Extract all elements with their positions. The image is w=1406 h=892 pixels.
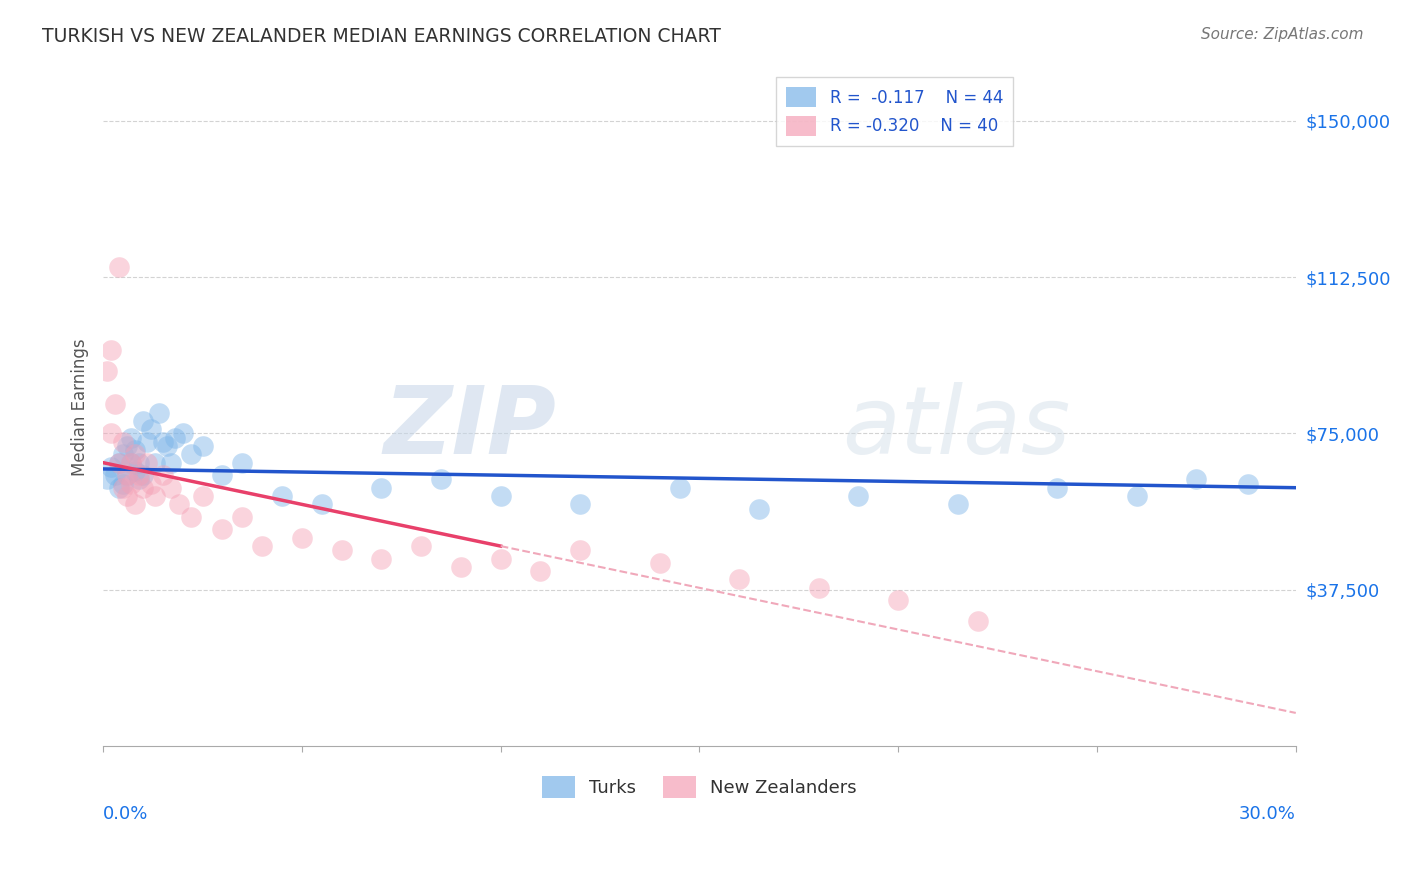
Point — [370, 551, 392, 566]
Point — [139, 422, 162, 436]
Point — [135, 434, 157, 449]
Point — [807, 581, 830, 595]
Point — [172, 426, 194, 441]
Point — [291, 531, 314, 545]
Point — [135, 456, 157, 470]
Y-axis label: Median Earnings: Median Earnings — [72, 339, 89, 476]
Point — [529, 564, 551, 578]
Point — [271, 489, 294, 503]
Point — [569, 497, 592, 511]
Point — [120, 431, 142, 445]
Point — [180, 509, 202, 524]
Point — [111, 481, 134, 495]
Point — [100, 343, 122, 357]
Point — [132, 468, 155, 483]
Text: TURKISH VS NEW ZEALANDER MEDIAN EARNINGS CORRELATION CHART: TURKISH VS NEW ZEALANDER MEDIAN EARNINGS… — [42, 27, 721, 45]
Point — [728, 573, 751, 587]
Point — [111, 447, 134, 461]
Point — [411, 539, 433, 553]
Point — [104, 468, 127, 483]
Point — [120, 476, 142, 491]
Point — [163, 431, 186, 445]
Text: 0.0%: 0.0% — [103, 805, 149, 822]
Point — [104, 397, 127, 411]
Point — [111, 434, 134, 449]
Point — [108, 260, 131, 274]
Point — [96, 472, 118, 486]
Point — [569, 543, 592, 558]
Point — [120, 456, 142, 470]
Point — [180, 447, 202, 461]
Point — [96, 364, 118, 378]
Point — [668, 481, 690, 495]
Point — [128, 472, 150, 486]
Point — [143, 456, 166, 470]
Point — [120, 456, 142, 470]
Point — [1126, 489, 1149, 503]
Point — [370, 481, 392, 495]
Point — [124, 464, 146, 478]
Point — [100, 426, 122, 441]
Legend: Turks, New Zealanders: Turks, New Zealanders — [534, 769, 863, 805]
Point — [115, 489, 138, 503]
Point — [108, 456, 131, 470]
Point — [167, 497, 190, 511]
Point — [111, 476, 134, 491]
Point — [124, 447, 146, 461]
Point — [124, 497, 146, 511]
Point — [143, 489, 166, 503]
Point — [152, 434, 174, 449]
Point — [1185, 472, 1208, 486]
Point — [848, 489, 870, 503]
Point — [748, 501, 770, 516]
Point — [311, 497, 333, 511]
Point — [211, 523, 233, 537]
Point — [139, 476, 162, 491]
Point — [148, 406, 170, 420]
Point — [132, 481, 155, 495]
Point — [489, 551, 512, 566]
Point — [159, 456, 181, 470]
Point — [250, 539, 273, 553]
Point — [115, 468, 138, 483]
Point — [156, 439, 179, 453]
Point — [489, 489, 512, 503]
Point — [231, 509, 253, 524]
Point — [152, 468, 174, 483]
Point — [132, 414, 155, 428]
Point — [966, 614, 988, 628]
Point — [191, 489, 214, 503]
Point — [115, 439, 138, 453]
Point — [108, 456, 131, 470]
Point — [115, 468, 138, 483]
Point — [191, 439, 214, 453]
Point — [128, 456, 150, 470]
Point — [231, 456, 253, 470]
Point — [450, 560, 472, 574]
Point — [124, 443, 146, 458]
Point — [430, 472, 453, 486]
Point — [648, 556, 671, 570]
Point — [128, 468, 150, 483]
Point — [1237, 476, 1260, 491]
Point — [887, 593, 910, 607]
Point — [1046, 481, 1069, 495]
Point — [159, 481, 181, 495]
Text: Source: ZipAtlas.com: Source: ZipAtlas.com — [1201, 27, 1364, 42]
Point — [330, 543, 353, 558]
Point — [946, 497, 969, 511]
Point — [100, 459, 122, 474]
Point — [108, 481, 131, 495]
Text: ZIP: ZIP — [384, 382, 557, 474]
Point — [211, 468, 233, 483]
Text: atlas: atlas — [842, 383, 1071, 474]
Text: 30.0%: 30.0% — [1239, 805, 1296, 822]
